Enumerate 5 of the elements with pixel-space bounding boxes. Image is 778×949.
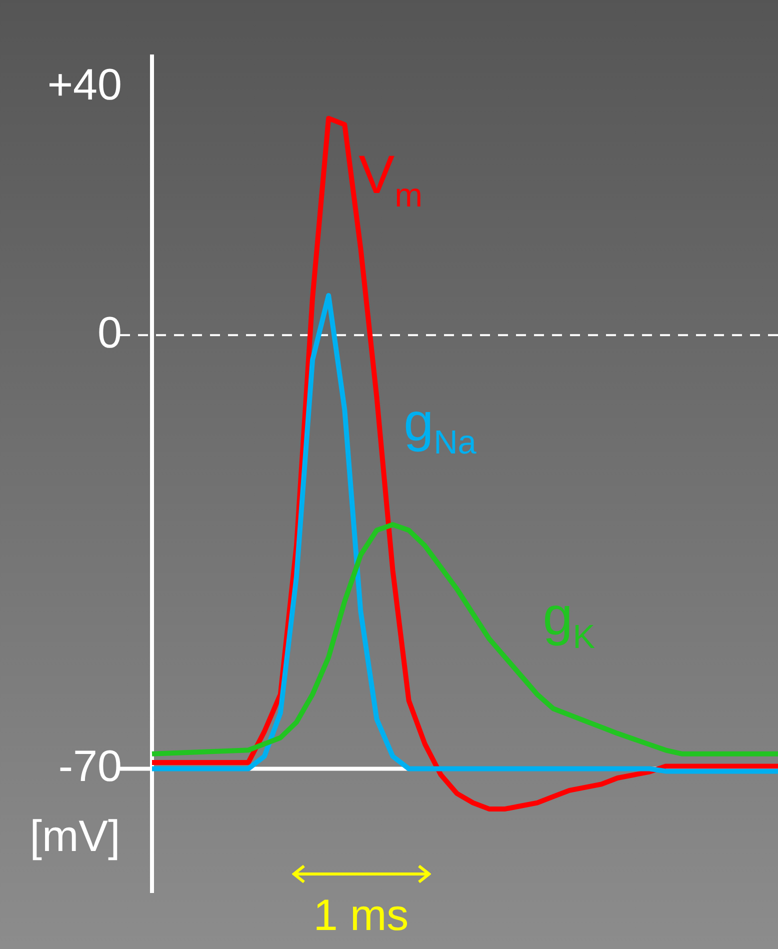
y-tick-label: 0 [98, 308, 122, 358]
y-tick-label: +40 [47, 60, 122, 110]
y-axis-title: [mV] [30, 812, 120, 861]
annotation: 1 ms [313, 891, 409, 940]
y-tick-label: -70 [58, 742, 122, 791]
